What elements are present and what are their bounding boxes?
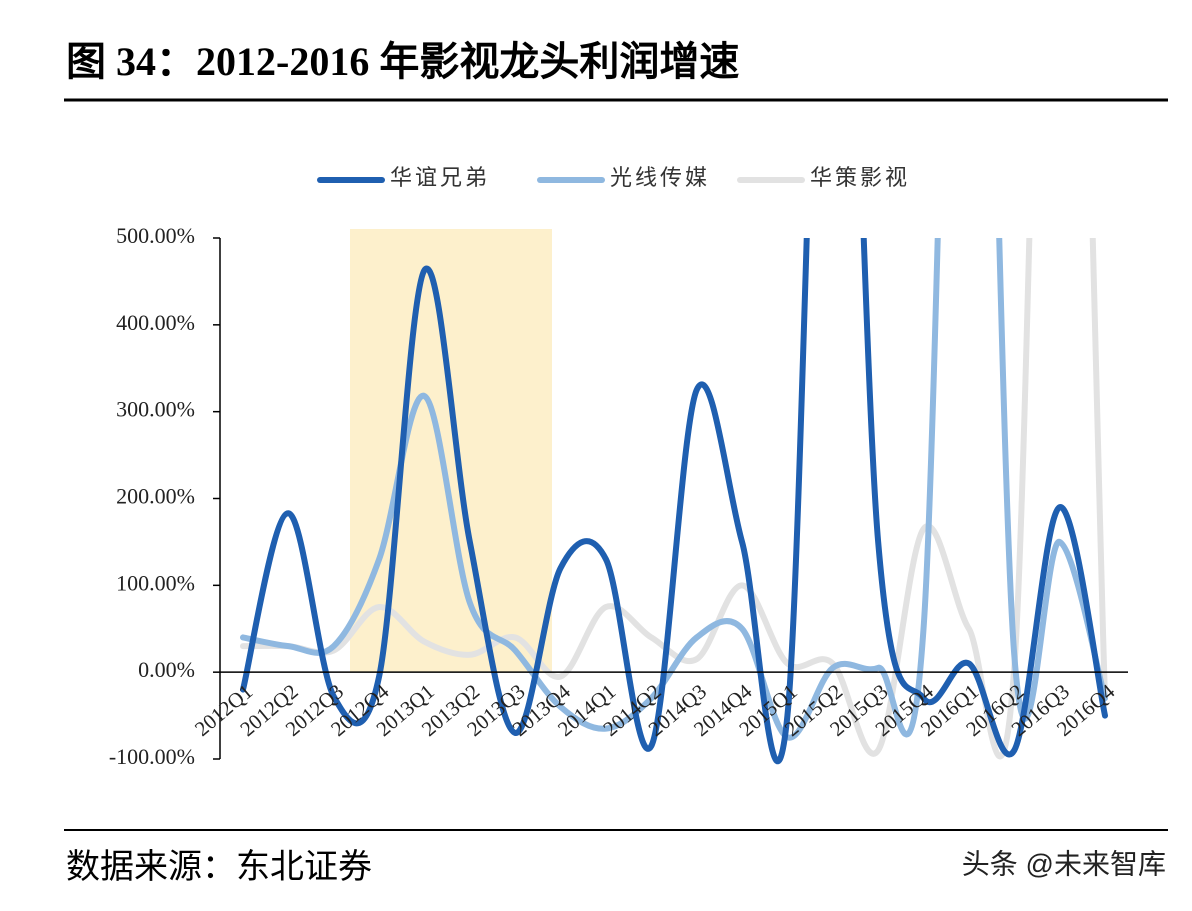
y-tick-label: 0.00% (138, 657, 195, 682)
y-tick-label: -100.00% (109, 744, 195, 769)
source: 数据来源：东北证券 (66, 848, 372, 886)
legend-label: 华策影视 (810, 165, 910, 190)
highlight-band (350, 229, 552, 672)
series-line (240, 238, 1108, 765)
chart-title: 图 34：2012-2016 年影视龙头利润增速 (66, 39, 739, 84)
legend-label: 华谊兄弟 (390, 165, 490, 190)
series-line (240, 238, 1108, 741)
y-tick-label: 200.00% (116, 484, 195, 509)
series-line (240, 238, 1108, 760)
watermark: 头条 @未来智库 (962, 848, 1166, 879)
legend-label: 光线传媒 (610, 165, 710, 190)
y-tick-label: 500.00% (116, 223, 195, 248)
y-tick-label: 300.00% (116, 397, 195, 422)
y-tick-label: 100.00% (116, 570, 195, 595)
y-tick-label: 400.00% (116, 310, 195, 335)
